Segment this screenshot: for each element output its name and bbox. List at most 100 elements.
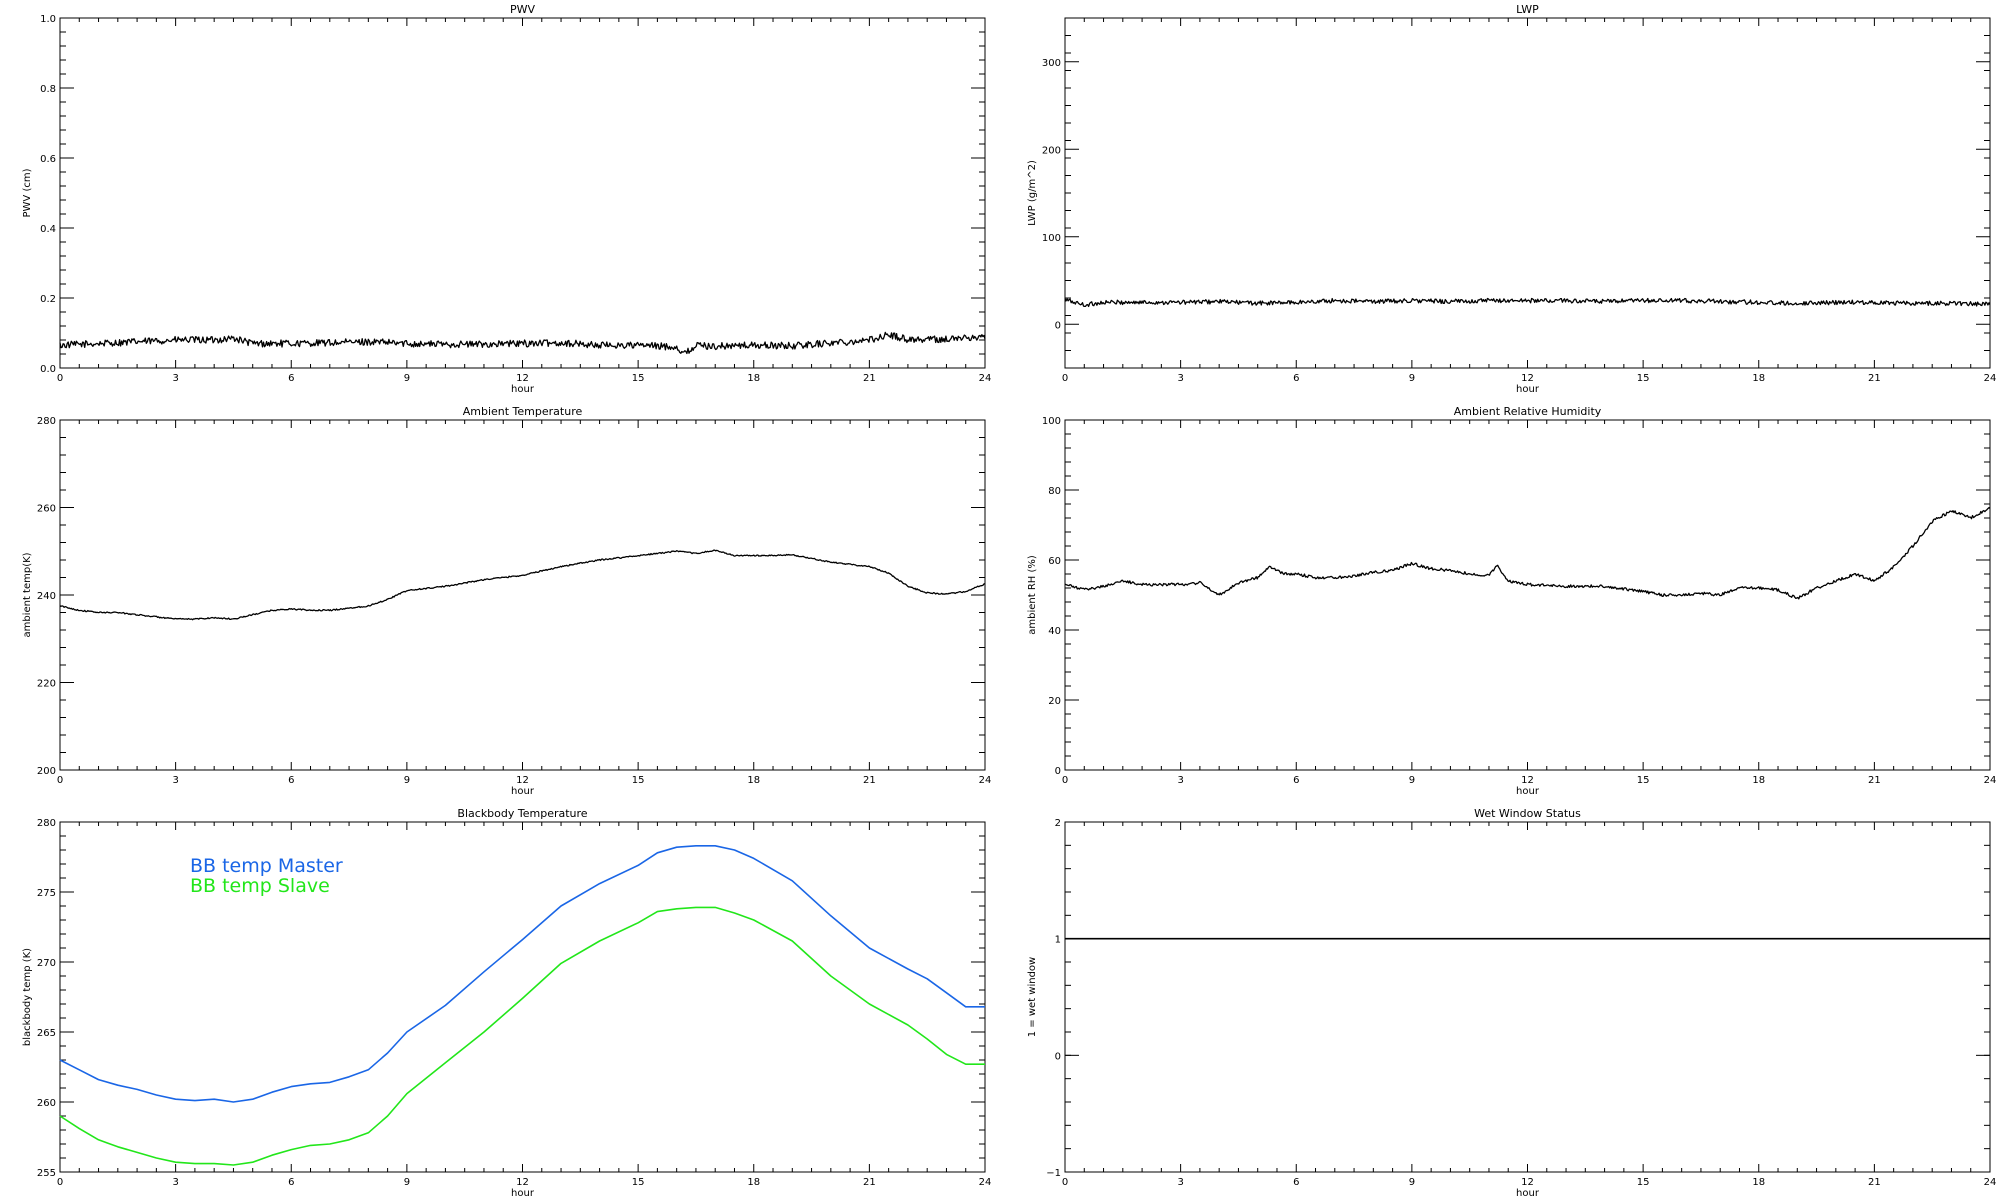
plot-frame [59,419,986,771]
plot-frame [1064,419,1991,771]
y-axis-label: ambient temp(K) [22,552,33,637]
y-tick-label: 20 [1048,696,1061,707]
x-tick-label: 0 [1062,1177,1068,1188]
y-tick-label: 265 [37,1028,56,1039]
x-tick-label: 24 [1984,373,1997,384]
y-tick-label: 2 [1055,818,1061,829]
x-tick-label: 0 [57,1177,63,1188]
x-tick-label: 15 [1637,775,1650,786]
x-axis-label: hour [511,384,535,395]
legend-entry: BB temp Master [190,855,343,877]
series-line [1064,506,1991,600]
x-tick-label: 15 [632,373,645,384]
y-tick-label: 100 [1042,416,1061,427]
x-tick-label: 18 [747,1177,760,1188]
x-tick-label: 21 [1868,1177,1881,1188]
y-tick-label: 80 [1048,486,1061,497]
y-tick-label: 275 [37,888,56,899]
series-line [59,549,986,621]
x-tick-label: 18 [1752,373,1765,384]
y-tick-label: 100 [1042,233,1061,244]
y-tick-label: 220 [37,679,56,690]
x-tick-label: 15 [632,775,645,786]
x-tick-label: 9 [1409,1177,1415,1188]
x-tick-label: 3 [172,775,178,786]
y-tick-label: 1.0 [40,14,56,25]
chart-title: Blackbody Temperature [457,807,587,820]
x-tick-label: 24 [979,775,992,786]
y-tick-label: 260 [37,1098,56,1109]
x-tick-label: 18 [1752,775,1765,786]
x-tick-label: 6 [1293,1177,1299,1188]
chart-title: Wet Window Status [1474,807,1581,820]
x-tick-label: 15 [1637,373,1650,384]
x-tick-label: 6 [1293,775,1299,786]
x-tick-label: 18 [1752,1177,1765,1188]
x-axis-label: hour [1516,384,1540,395]
x-tick-label: 6 [288,1177,294,1188]
x-tick-label: 12 [516,1177,529,1188]
series-line [59,331,986,355]
x-tick-label: 6 [288,373,294,384]
chart-panel: Ambient Temperature 0 3 6 9 12 15 18 21 24 hour 200… [22,405,991,797]
x-tick-label: 15 [1637,1177,1650,1188]
x-tick-label: 21 [863,1177,876,1188]
x-tick-label: 3 [1177,1177,1183,1188]
x-axis-label: hour [1516,786,1540,797]
chart-panel: PWV 0 3 6 9 12 15 18 21 24 hour 0.0 0.2 0.4 0.6 0.8 1.0 P… [22,3,991,395]
x-tick-label: 24 [1984,775,1997,786]
x-tick-label: 9 [1409,775,1415,786]
x-tick-label: 0 [57,775,63,786]
y-tick-label: 0.6 [40,154,56,165]
x-tick-label: 12 [1521,373,1534,384]
x-tick-label: 6 [288,775,294,786]
x-tick-label: 12 [1521,775,1534,786]
x-tick-label: 24 [1984,1177,1997,1188]
y-tick-label: 280 [37,416,56,427]
y-tick-label: 200 [37,766,56,777]
x-tick-label: 12 [1521,1177,1534,1188]
chart-panel: Ambient Relative Humidity 0 3 6 9 12 15 18 21 24 h… [1027,405,1996,797]
x-tick-label: 21 [1868,373,1881,384]
plot-frame [1064,17,1991,369]
plot-frame [59,17,986,369]
y-axis-label: LWP (g/m^2) [1027,160,1038,226]
series-line [59,844,985,1103]
x-tick-label: 0 [1062,373,1068,384]
y-tick-label: 280 [37,818,56,829]
chart-panel: Blackbody Temperature 0 3 6 9 12 15 18 21 24 hour 2… [22,807,991,1199]
y-tick-label: 270 [37,958,56,969]
y-tick-label: 240 [37,591,56,602]
y-tick-label: 0 [1055,766,1061,777]
legend-entry: BB temp Slave [190,875,330,897]
x-axis-label: hour [1516,1188,1540,1199]
chart-title: Ambient Temperature [463,405,583,418]
x-tick-label: 6 [1293,373,1299,384]
x-tick-label: 9 [404,1177,410,1188]
chart-title: PWV [510,3,536,16]
plot-frame [1064,821,1991,1173]
x-tick-label: 9 [404,373,410,384]
y-tick-label: 1 [1055,935,1061,946]
x-tick-label: 3 [172,1177,178,1188]
x-tick-label: 18 [747,373,760,384]
chart-title: Ambient Relative Humidity [1454,405,1602,418]
y-axis-label: ambient RH (%) [1027,555,1038,635]
series-line [59,906,985,1166]
y-axis-label: PWV (cm) [22,168,33,217]
x-tick-label: 21 [863,373,876,384]
y-tick-label: 260 [37,504,56,515]
x-tick-label: 18 [747,775,760,786]
y-tick-label: 0.2 [40,294,56,305]
x-tick-label: 24 [979,1177,992,1188]
x-tick-label: 9 [404,775,410,786]
y-tick-label: 0 [1055,320,1061,331]
x-tick-label: 0 [57,373,63,384]
y-tick-label: 200 [1042,145,1061,156]
x-tick-label: 12 [516,775,529,786]
y-tick-label: 300 [1042,58,1061,69]
y-axis-label: 1 = wet window [1027,957,1038,1037]
y-tick-label: 0 [1055,1051,1061,1062]
